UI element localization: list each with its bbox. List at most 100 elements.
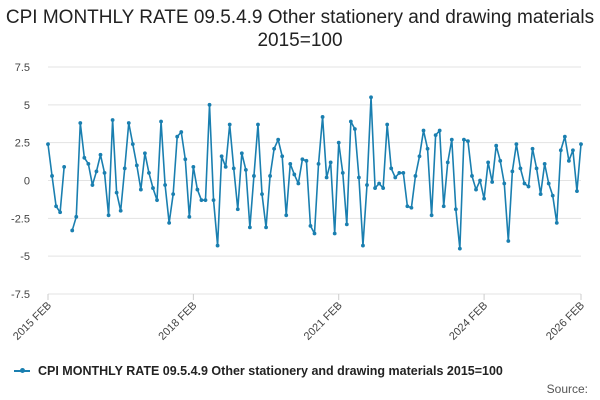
data-point bbox=[74, 214, 79, 219]
data-point bbox=[54, 204, 58, 209]
data-point bbox=[62, 164, 67, 169]
data-point bbox=[46, 142, 50, 147]
data-point bbox=[566, 158, 571, 163]
data-point bbox=[490, 180, 495, 184]
data-point bbox=[373, 186, 377, 190]
y-tick-label: -5 bbox=[20, 251, 30, 263]
data-point bbox=[482, 196, 486, 201]
x-tick-label: 2018 FEB bbox=[156, 300, 199, 343]
legend-swatch bbox=[14, 368, 30, 373]
data-point bbox=[457, 246, 462, 251]
y-tick-label: 2.5 bbox=[15, 138, 30, 150]
data-point bbox=[292, 172, 297, 177]
data-point bbox=[542, 161, 547, 166]
data-point bbox=[227, 122, 232, 127]
data-point bbox=[78, 121, 83, 125]
data-point bbox=[58, 210, 63, 215]
data-point bbox=[219, 154, 224, 159]
data-point bbox=[538, 192, 543, 197]
data-point bbox=[550, 193, 555, 198]
data-point bbox=[98, 152, 103, 157]
data-point bbox=[231, 166, 236, 171]
data-point bbox=[575, 189, 579, 193]
data-point bbox=[328, 160, 333, 165]
data-point bbox=[134, 163, 139, 168]
data-point bbox=[102, 171, 107, 175]
source-label: Source: bbox=[546, 382, 588, 396]
data-point bbox=[147, 171, 151, 175]
y-tick-label: 7.5 bbox=[15, 62, 30, 74]
data-point bbox=[385, 122, 390, 127]
y-tick-label: -7.5 bbox=[11, 289, 30, 301]
data-point bbox=[199, 198, 204, 203]
data-point bbox=[256, 122, 260, 127]
data-point bbox=[243, 168, 248, 172]
data-point bbox=[264, 225, 268, 230]
y-tick-label: 0 bbox=[24, 176, 30, 188]
data-point bbox=[114, 190, 119, 195]
data-point bbox=[478, 178, 482, 183]
data-point bbox=[429, 213, 434, 218]
data-point bbox=[445, 160, 450, 165]
data-point bbox=[562, 134, 567, 139]
data-point bbox=[130, 142, 135, 147]
data-point bbox=[50, 174, 54, 178]
data-point bbox=[159, 119, 163, 124]
series-line bbox=[47, 96, 582, 250]
data-point bbox=[324, 175, 329, 180]
data-point bbox=[377, 181, 382, 186]
data-point bbox=[312, 231, 317, 236]
data-point bbox=[94, 169, 99, 174]
data-point bbox=[106, 213, 111, 218]
x-tick-label: 2021 FEB bbox=[302, 300, 345, 343]
data-point bbox=[518, 166, 523, 171]
data-point bbox=[502, 181, 507, 186]
data-point bbox=[340, 171, 345, 175]
data-point bbox=[449, 137, 454, 142]
data-point bbox=[235, 207, 240, 212]
data-point bbox=[413, 174, 418, 178]
data-point bbox=[223, 164, 228, 169]
data-point bbox=[558, 148, 563, 153]
data-point bbox=[401, 171, 406, 175]
data-point bbox=[272, 146, 277, 151]
data-point bbox=[453, 207, 458, 212]
data-point bbox=[336, 140, 341, 145]
data-point bbox=[522, 181, 527, 186]
data-point bbox=[425, 146, 430, 151]
data-point bbox=[247, 225, 252, 230]
data-point bbox=[571, 148, 575, 153]
x-tick-label: 2026 FEB bbox=[544, 300, 587, 343]
data-point bbox=[486, 160, 491, 165]
data-point bbox=[260, 192, 264, 197]
data-point bbox=[417, 154, 422, 159]
legend-label: CPI MONTHLY RATE 09.5.4.9 Other statione… bbox=[38, 364, 503, 378]
data-point bbox=[308, 224, 313, 228]
data-point bbox=[171, 192, 176, 197]
data-point bbox=[405, 204, 410, 209]
data-point bbox=[357, 175, 361, 180]
data-point bbox=[526, 184, 531, 189]
data-point bbox=[183, 157, 188, 162]
data-point bbox=[506, 239, 511, 243]
data-point bbox=[474, 187, 478, 192]
data-point bbox=[409, 205, 414, 210]
data-point bbox=[195, 187, 200, 192]
data-point bbox=[138, 187, 143, 192]
y-tick-label: -2.5 bbox=[11, 213, 30, 225]
data-point bbox=[90, 183, 95, 187]
data-point bbox=[397, 171, 402, 175]
legend[interactable]: CPI MONTHLY RATE 09.5.4.9 Other statione… bbox=[14, 364, 503, 378]
data-point bbox=[466, 139, 470, 144]
data-point bbox=[110, 118, 115, 122]
data-point bbox=[530, 146, 535, 151]
data-point bbox=[288, 161, 293, 166]
data-point bbox=[187, 214, 192, 219]
data-point bbox=[239, 151, 244, 156]
data-point bbox=[320, 115, 325, 119]
data-point bbox=[579, 142, 583, 147]
data-point bbox=[441, 204, 446, 209]
data-point bbox=[546, 181, 551, 186]
data-point bbox=[344, 222, 349, 227]
